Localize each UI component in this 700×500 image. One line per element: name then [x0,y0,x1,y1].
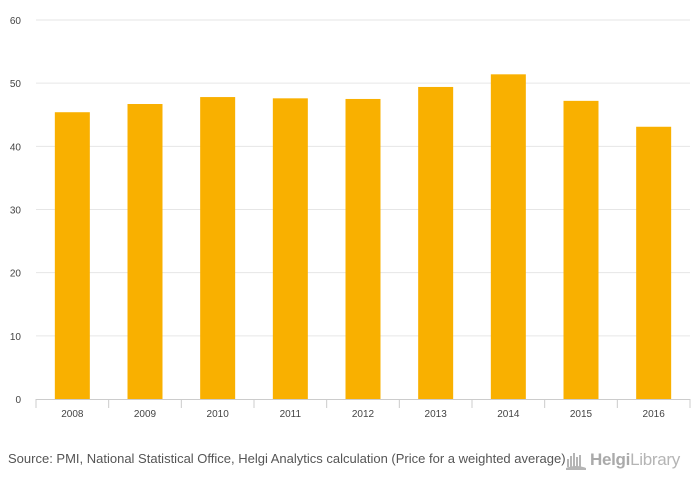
logo-brand-bold: Helgi [590,450,631,469]
bar-2012 [345,98,381,399]
bar-2011 [272,98,308,400]
bar-2008 [54,112,90,400]
helgi-library-logo[interactable]: HelgiLibrary [566,448,680,472]
bar-2013 [418,86,454,399]
logo-text: HelgiLibrary [590,450,680,470]
x-tick-label: 2014 [497,409,520,420]
bars [54,74,672,400]
x-tick-label: 2013 [425,409,448,420]
bar-2016 [636,126,672,400]
bar-2014 [490,74,526,399]
y-tick-label: 40 [10,142,22,153]
bar-2009 [127,104,163,400]
logo-brand-regular: Library [630,450,680,469]
y-tick-label: 0 [15,395,21,406]
x-tick-label: 2010 [207,409,230,420]
y-axis-ticks: 0 10 20 30 40 50 60 [10,16,22,406]
bar-2010 [200,97,236,400]
x-tick-label: 2008 [61,409,84,420]
y-tick-label: 60 [10,16,22,27]
x-tick-label: 2012 [352,409,375,420]
source-note: Source: PMI, National Statistical Office… [8,451,566,466]
x-axis: 2008 2009 2010 2011 2012 2013 2014 2015 2016 [35,399,691,420]
y-tick-label: 50 [10,79,22,90]
y-tick-label: 30 [10,206,22,217]
x-tick-label: 2009 [134,409,157,420]
bar-2015 [563,100,599,399]
helgi-library-icon [566,453,586,470]
y-tick-label: 20 [10,269,22,280]
x-tick-label: 2016 [643,409,666,420]
x-tick-label: 2011 [280,409,302,420]
y-tick-label: 10 [10,332,22,343]
x-tick-label: 2015 [570,409,593,420]
